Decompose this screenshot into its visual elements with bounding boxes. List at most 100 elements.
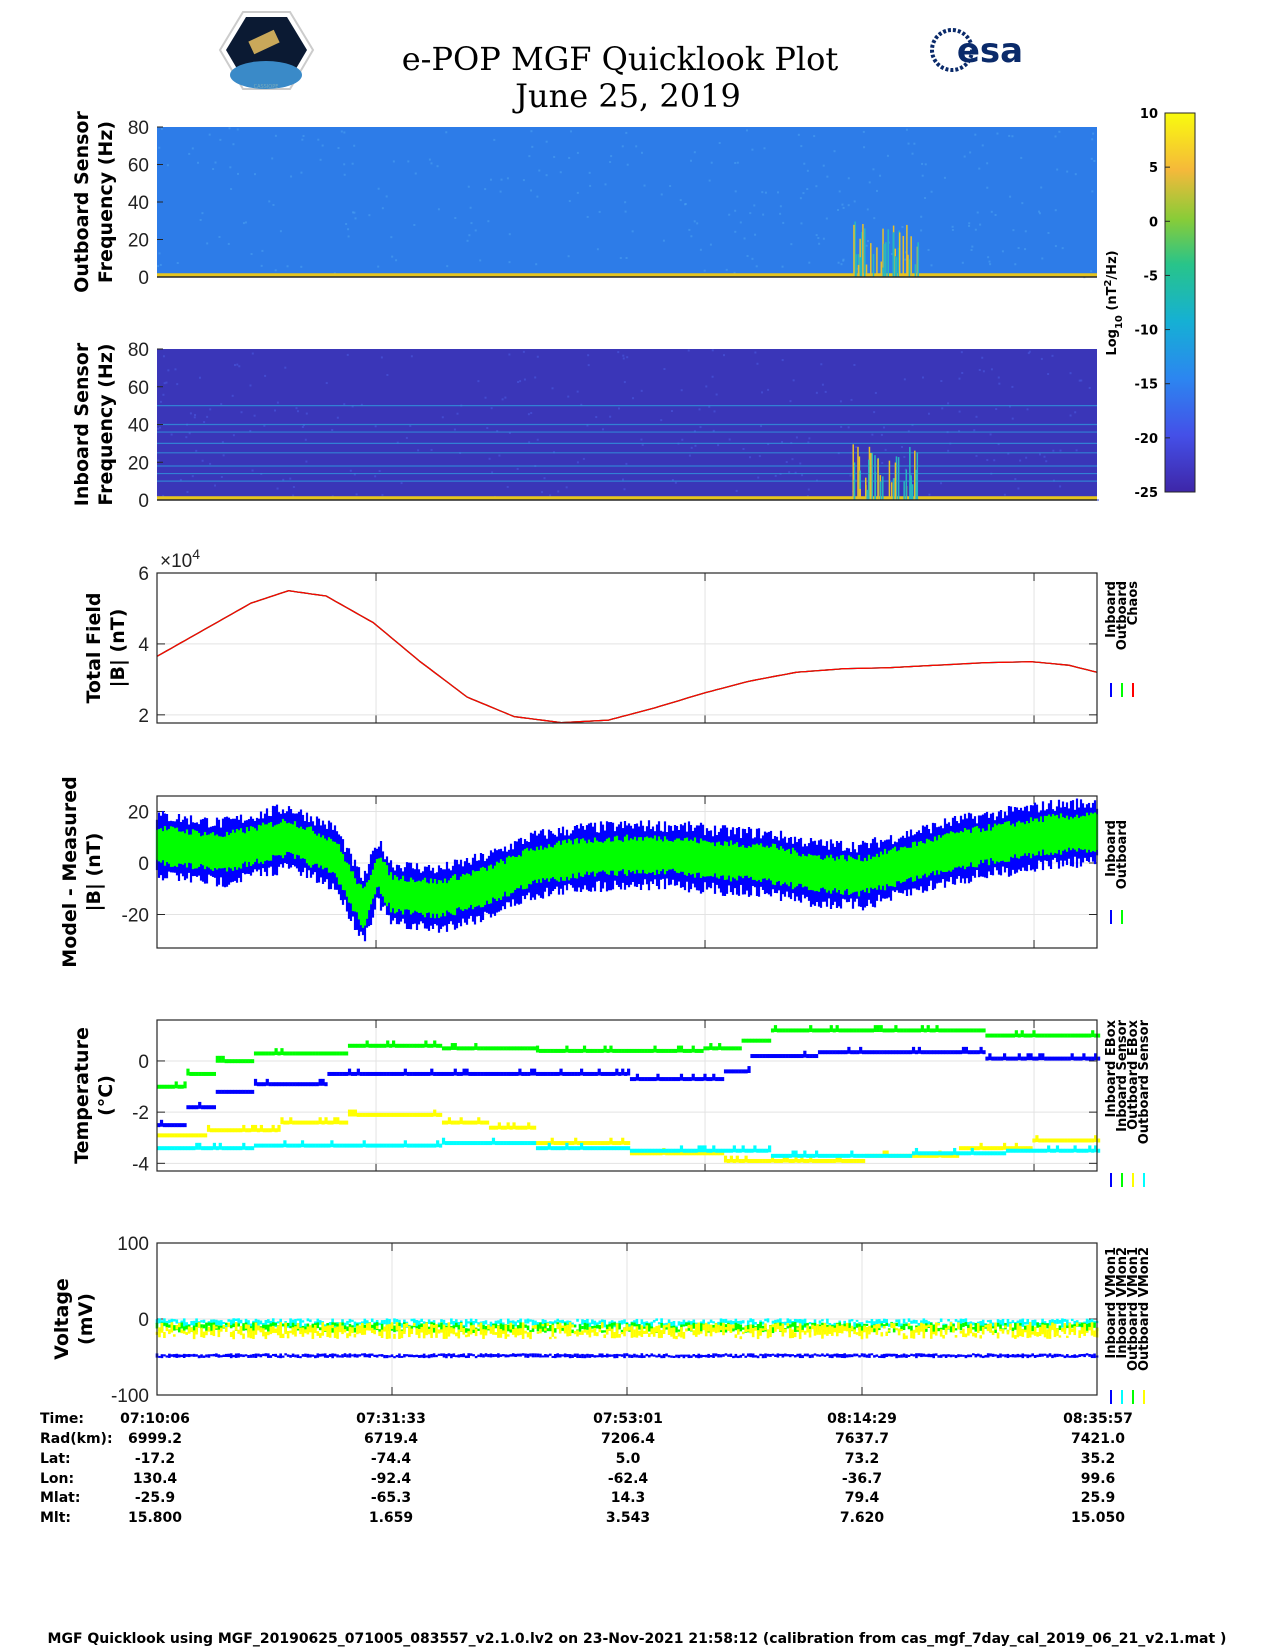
step-mark-outboard-sensor: [635, 1148, 640, 1153]
step-mark-inboard-sensor: [424, 1040, 428, 1048]
spectrogram-noise: [975, 415, 978, 418]
spectrogram-noise: [974, 133, 977, 136]
step-mark-inboard-sensor: [803, 1028, 807, 1033]
spectrogram-noise: [712, 429, 715, 432]
step-mark-inboard-sensor: [985, 1033, 989, 1038]
step-mark-inboard-ebox: [588, 1071, 593, 1076]
spectrogram-noise: [159, 400, 162, 403]
y-tick-label: -4: [132, 1154, 149, 1175]
step-mark-outboard-ebox: [453, 1120, 457, 1125]
step-mark-inboard-ebox: [459, 1071, 463, 1076]
spectrogram-noise: [209, 462, 212, 465]
spectrogram-noise: [853, 200, 856, 203]
step-mark-outboard-ebox: [688, 1151, 692, 1156]
spectrogram-noise: [817, 237, 820, 240]
step-mark-inboard-ebox: [468, 1071, 472, 1076]
spectrogram-noise: [162, 355, 165, 358]
spectrogram-noise: [803, 162, 806, 165]
step-mark-outboard-ebox: [509, 1125, 513, 1130]
spectrogram-noise: [760, 425, 763, 428]
legend-label: Inboard VMon1: [1104, 1247, 1119, 1359]
step-mark-inboard-sensor: [533, 1046, 537, 1051]
spectrogram-noise: [543, 477, 546, 480]
step-mark-outboard-ebox: [362, 1112, 366, 1117]
step-mark-outboard-ebox: [606, 1141, 610, 1146]
step-mark-outboard-sensor: [386, 1143, 390, 1148]
step-mark-inboard-ebox: [298, 1082, 302, 1087]
step-mark-inboard-sensor: [530, 1046, 534, 1051]
step-mark-inboard-ebox: [574, 1071, 578, 1076]
step-mark-inboard-sensor: [289, 1051, 293, 1056]
spectrogram-noise: [189, 412, 192, 415]
spectrogram-noise: [865, 244, 868, 247]
colorbar-label: Log10 (nT2/Hz): [1103, 250, 1125, 355]
step-mark-inboard-ebox: [958, 1050, 963, 1055]
step-mark-inboard-sensor: [603, 1045, 607, 1053]
step-mark-inboard-ebox: [712, 1073, 716, 1081]
step-mark-inboard-ebox: [441, 1071, 446, 1076]
step-mark-outboard-sensor: [985, 1151, 989, 1156]
spectrogram-noise: [660, 193, 663, 196]
step-mark-inboard-sensor: [430, 1043, 434, 1048]
step-mark-outboard-sensor: [856, 1153, 860, 1158]
spectrogram-noise: [1058, 130, 1061, 133]
step-mark-outboard-ebox: [412, 1112, 416, 1117]
step-mark-outboard-ebox: [1082, 1138, 1086, 1143]
colorbar-tick-label: -20: [1135, 432, 1159, 447]
step-mark-outboard-ebox: [436, 1112, 440, 1117]
step-mark-inboard-sensor: [638, 1048, 642, 1053]
step-mark-inboard-ebox: [327, 1071, 331, 1076]
spectrogram-noise: [157, 427, 160, 430]
spectrogram-noise: [963, 155, 966, 158]
step-mark-outboard-ebox: [991, 1146, 995, 1151]
spectrogram-noise: [1027, 352, 1030, 355]
step-mark-inboard-sensor: [550, 1048, 554, 1053]
step-mark-inboard-sensor: [1064, 1033, 1068, 1038]
step-mark-inboard-sensor: [641, 1048, 645, 1053]
spectrogram-noise: [625, 257, 628, 260]
step-mark-outboard-sensor: [1064, 1148, 1068, 1153]
step-mark-inboard-ebox: [497, 1071, 501, 1076]
step-mark-outboard-sensor: [239, 1146, 243, 1151]
step-mark-outboard-ebox: [262, 1128, 266, 1133]
step-mark-outboard-ebox: [1014, 1142, 1018, 1150]
spectrogram-noise: [920, 215, 923, 218]
step-mark-inboard-ebox: [1073, 1056, 1077, 1061]
step-mark-inboard-ebox: [1055, 1056, 1060, 1061]
step-mark-inboard-sensor: [776, 1028, 781, 1033]
step-mark-inboard-sensor: [468, 1046, 472, 1051]
step-mark-inboard-sensor: [911, 1028, 916, 1033]
step-mark-inboard-ebox: [192, 1105, 196, 1110]
step-mark-inboard-ebox: [653, 1077, 657, 1082]
step-mark-outboard-ebox: [1041, 1138, 1045, 1143]
step-mark-inboard-sensor: [321, 1051, 325, 1056]
step-mark-outboard-ebox: [374, 1112, 378, 1117]
spectrogram-noise: [850, 398, 853, 401]
step-mark-outboard-sensor: [303, 1143, 308, 1148]
step-mark-inboard-sensor: [1055, 1033, 1060, 1038]
spectrogram-noise: [849, 474, 852, 477]
step-mark-outboard-ebox: [632, 1151, 637, 1156]
step-mark-inboard-sensor: [159, 1084, 164, 1089]
step-mark-inboard-sensor: [277, 1051, 281, 1056]
step-mark-outboard-sensor: [715, 1148, 719, 1153]
step-mark-outboard-ebox: [177, 1133, 181, 1138]
legend-label: Outboard EBox: [1126, 1019, 1141, 1129]
spectrogram-noise: [1040, 357, 1043, 360]
step-mark-inboard-ebox: [726, 1069, 731, 1074]
step-mark-outboard-ebox: [956, 1153, 960, 1158]
step-mark-outboard-sensor: [535, 1146, 540, 1151]
step-mark-inboard-sensor: [538, 1048, 543, 1053]
step-mark-inboard-ebox: [224, 1089, 228, 1094]
spectrogram-noise: [240, 411, 243, 414]
spectrogram-noise: [227, 242, 230, 245]
spectrogram-noise: [767, 388, 770, 391]
step-mark-inboard-ebox: [1079, 1056, 1083, 1061]
spectrogram-noise: [249, 430, 252, 433]
step-mark-outboard-ebox: [627, 1141, 631, 1146]
step-mark-inboard-sensor: [838, 1028, 842, 1033]
spectrogram-noise: [671, 478, 674, 481]
step-mark-outboard-sensor: [747, 1148, 751, 1153]
spectrogram-noise: [960, 351, 963, 354]
spectrogram-noise: [813, 135, 816, 138]
